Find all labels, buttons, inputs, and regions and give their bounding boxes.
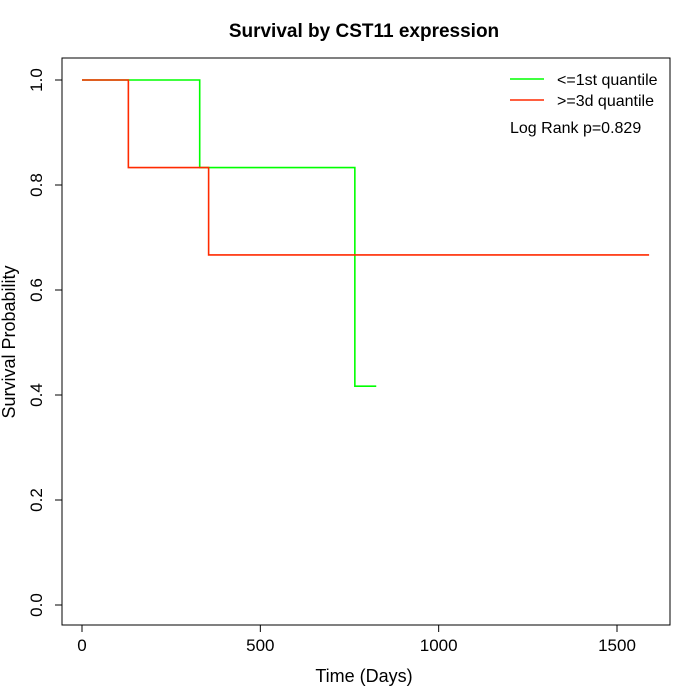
legend: <=1st quantile >=3d quantile xyxy=(510,72,658,110)
survival-curves xyxy=(82,79,650,388)
y-tick-label: 0.2 xyxy=(27,488,46,512)
y-tick-label: 0.0 xyxy=(27,593,46,617)
legend-label-high: >=3d quantile xyxy=(557,93,654,110)
x-tick-label: 1500 xyxy=(598,636,636,655)
legend-label-low: <=1st quantile xyxy=(557,72,658,89)
chart-title: Survival by CST11 expression xyxy=(229,21,499,42)
y-axis-title: Survival Probability xyxy=(0,265,19,418)
y-tick-label: 1.0 xyxy=(27,68,46,92)
y-tick-label: 0.6 xyxy=(27,278,46,302)
x-tick-label: 0 xyxy=(77,636,86,655)
y-axis: 0.0 0.2 0.4 0.6 0.8 1.0 xyxy=(27,68,63,617)
x-tick-label: 500 xyxy=(246,636,274,655)
log-rank-annotation: Log Rank p=0.829 xyxy=(510,120,641,137)
plot-frame xyxy=(61,57,671,626)
survival-curve-low xyxy=(82,79,377,388)
survival-curve-high xyxy=(82,79,650,256)
x-axis: 0 500 1000 1500 xyxy=(77,624,636,655)
x-tick-label: 1000 xyxy=(420,636,458,655)
y-tick-label: 0.8 xyxy=(27,173,46,197)
y-tick-label: 0.4 xyxy=(27,383,46,407)
x-axis-title: Time (Days) xyxy=(315,666,412,686)
